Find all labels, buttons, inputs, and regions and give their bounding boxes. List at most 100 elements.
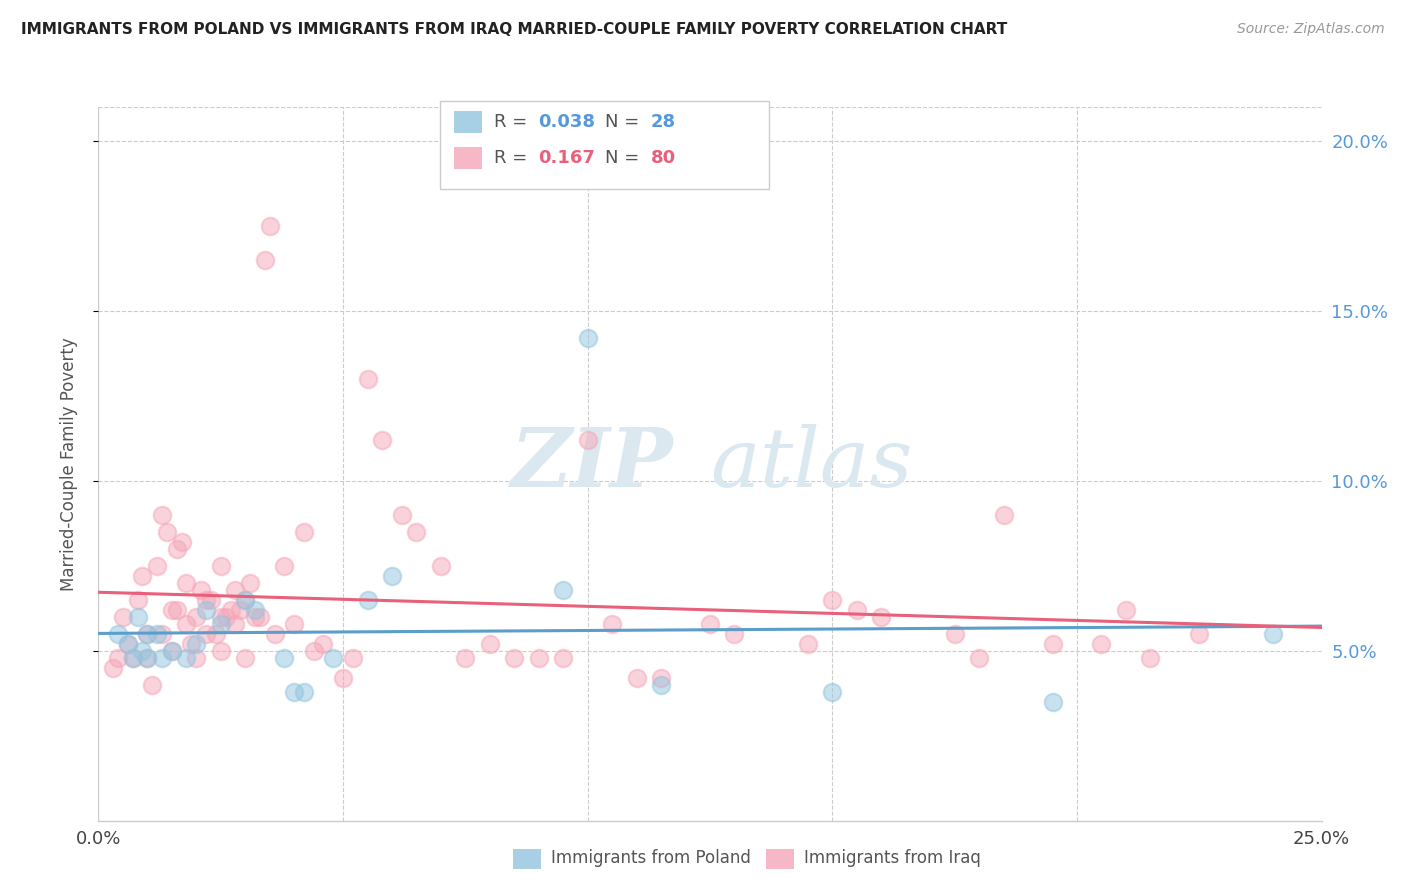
Point bbox=[503, 650, 526, 665]
Point bbox=[209, 558, 232, 573]
Point bbox=[180, 637, 202, 651]
Point bbox=[117, 637, 139, 651]
Point bbox=[200, 592, 222, 607]
Point bbox=[283, 684, 305, 698]
Point bbox=[141, 678, 163, 692]
Point bbox=[209, 644, 232, 658]
Text: Source: ZipAtlas.com: Source: ZipAtlas.com bbox=[1237, 22, 1385, 37]
Point bbox=[405, 524, 427, 539]
Point bbox=[1090, 637, 1112, 651]
Point bbox=[233, 592, 256, 607]
Point bbox=[170, 535, 193, 549]
Point bbox=[101, 661, 124, 675]
Point bbox=[283, 616, 305, 631]
Point bbox=[1115, 603, 1137, 617]
Point bbox=[312, 637, 335, 651]
Point bbox=[576, 433, 599, 447]
Point bbox=[322, 650, 344, 665]
Point bbox=[136, 650, 159, 665]
Point bbox=[160, 644, 183, 658]
Text: N =: N = bbox=[605, 113, 644, 131]
Text: 0.038: 0.038 bbox=[538, 113, 596, 131]
Point bbox=[870, 609, 893, 624]
Point bbox=[186, 650, 208, 665]
Point bbox=[723, 626, 745, 640]
Text: 28: 28 bbox=[651, 113, 676, 131]
Point bbox=[302, 644, 325, 658]
Point bbox=[150, 626, 173, 640]
Point bbox=[121, 650, 143, 665]
Point bbox=[845, 603, 868, 617]
Point bbox=[131, 569, 153, 583]
Point bbox=[239, 575, 262, 590]
Text: R =: R = bbox=[494, 149, 533, 167]
Point bbox=[1139, 650, 1161, 665]
Point bbox=[821, 592, 844, 607]
Point bbox=[478, 637, 501, 651]
Point bbox=[292, 524, 315, 539]
Point bbox=[527, 650, 550, 665]
Point bbox=[553, 582, 575, 597]
Point bbox=[356, 372, 378, 386]
Point bbox=[993, 508, 1015, 522]
Point bbox=[195, 592, 218, 607]
Point bbox=[233, 592, 256, 607]
Text: R =: R = bbox=[494, 113, 533, 131]
Point bbox=[146, 626, 169, 640]
Point bbox=[381, 569, 404, 583]
Point bbox=[253, 252, 276, 267]
Point bbox=[1042, 637, 1064, 651]
Point bbox=[600, 616, 623, 631]
Point bbox=[821, 684, 844, 698]
Point bbox=[166, 541, 188, 556]
Point bbox=[136, 626, 159, 640]
Point bbox=[205, 626, 228, 640]
Point bbox=[797, 637, 820, 651]
Point bbox=[166, 603, 188, 617]
Text: Immigrants from Iraq: Immigrants from Iraq bbox=[804, 849, 981, 867]
Point bbox=[176, 616, 198, 631]
Point bbox=[131, 644, 153, 658]
Point bbox=[150, 508, 173, 522]
Point bbox=[186, 637, 208, 651]
Point bbox=[224, 616, 246, 631]
Point bbox=[127, 592, 149, 607]
Point bbox=[263, 626, 285, 640]
Text: N =: N = bbox=[605, 149, 644, 167]
Point bbox=[156, 524, 179, 539]
Point bbox=[967, 650, 990, 665]
Text: ZIP: ZIP bbox=[510, 424, 673, 504]
Text: IMMIGRANTS FROM POLAND VS IMMIGRANTS FROM IRAQ MARRIED-COUPLE FAMILY POVERTY COR: IMMIGRANTS FROM POLAND VS IMMIGRANTS FRO… bbox=[21, 22, 1007, 37]
Point bbox=[650, 671, 672, 685]
Point bbox=[650, 678, 672, 692]
Point bbox=[224, 582, 246, 597]
Point bbox=[229, 603, 252, 617]
Point bbox=[195, 626, 218, 640]
Point bbox=[146, 558, 169, 573]
Point bbox=[160, 603, 183, 617]
Point bbox=[136, 626, 159, 640]
Point bbox=[209, 609, 232, 624]
Point bbox=[219, 603, 242, 617]
Point bbox=[576, 331, 599, 345]
Point bbox=[292, 684, 315, 698]
Point bbox=[121, 650, 143, 665]
Point bbox=[150, 650, 173, 665]
Point bbox=[190, 582, 212, 597]
Point bbox=[233, 650, 256, 665]
Point bbox=[111, 609, 134, 624]
Text: Immigrants from Poland: Immigrants from Poland bbox=[551, 849, 751, 867]
Point bbox=[332, 671, 354, 685]
Point bbox=[371, 433, 394, 447]
Point bbox=[1042, 695, 1064, 709]
Point bbox=[1188, 626, 1211, 640]
Point bbox=[243, 609, 266, 624]
Point bbox=[342, 650, 364, 665]
Point bbox=[356, 592, 378, 607]
Point bbox=[273, 558, 295, 573]
Text: atlas: atlas bbox=[710, 424, 912, 504]
Point bbox=[430, 558, 453, 573]
Point bbox=[243, 603, 266, 617]
Point bbox=[160, 644, 183, 658]
Point bbox=[136, 650, 159, 665]
